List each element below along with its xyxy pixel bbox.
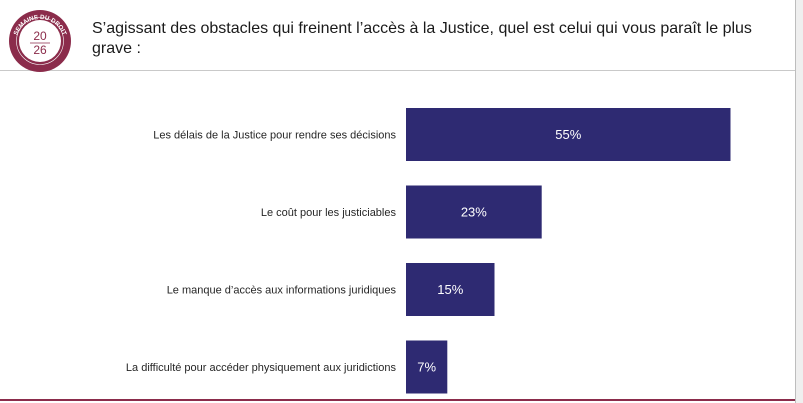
bar-2 [406,185,542,239]
logo-year-top: 20 [33,29,47,43]
category-label-4: La difficulté pour accéder physiquement … [126,362,397,374]
semaine-du-droit-logo: SEMAINE DU DROIT 20 26 [9,10,71,72]
bar-3 [406,263,495,316]
window-edge [796,0,803,403]
category-label-2: Le coût pour les justiciables [261,207,397,219]
logo-year-bottom: 26 [33,43,47,57]
question-title: S’agissant des obstacles qui freinent l’… [92,20,752,57]
category-label-1: Les délais de la Justice pour rendre ses… [153,130,396,142]
bar-4 [406,340,448,394]
category-label-3: Le manque d’accès aux informations jurid… [167,285,397,297]
bar-value-label-4: 7% [417,360,436,375]
bar-value-label-3: 15% [437,282,463,297]
bottom-divider [0,399,796,401]
question-header: SEMAINE DU DROIT 20 26 S’agissant des ob… [0,0,796,72]
window-edge-line [795,0,796,403]
bar-1 [406,108,731,161]
bar-value-label-2: 23% [461,205,487,220]
bar-value-label-1: 55% [555,127,581,142]
